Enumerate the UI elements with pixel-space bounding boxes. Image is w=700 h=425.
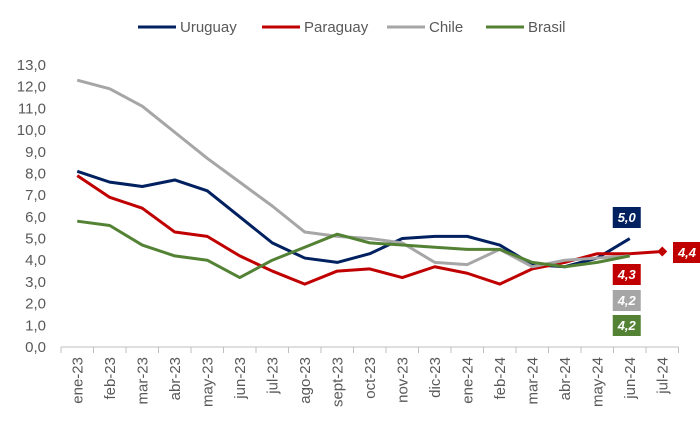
label-brasil-text: 4,2 [617,318,637,333]
x-tick-label: oct-23 [362,357,379,399]
series-line-brasil [77,219,631,280]
label-chile-box [612,290,641,311]
y-tick-label: 11,0 [18,100,46,117]
label-paraguay-text: 4,3 [617,267,637,282]
x-tick-label: abr-24 [557,357,574,400]
paraguay-marker [657,246,668,257]
x-tick-label: dic-23 [427,357,444,398]
label-paraguay-jul-box [673,242,700,263]
label-chile-text: 4,2 [617,293,637,308]
y-tick-label: 10,0 [17,122,46,139]
x-tick-label: ene-23 [69,357,86,404]
x-tick-label: jun-23 [232,357,249,400]
y-tick-label: 9,0 [25,144,46,161]
label-paraguay-jul: 4,4 [673,242,700,263]
x-tick-label: may-23 [199,357,216,407]
x-tick-label: nov-23 [394,357,411,403]
legend-label-brasil: Brasil [528,19,566,36]
series-line-paraguay [76,174,663,286]
y-tick-label: 7,0 [25,187,46,204]
label-uruguay-box [612,207,641,228]
y-tick-label: 4,0 [25,252,46,269]
y-tick-label: 3,0 [25,274,46,291]
label-brasil-box [612,315,641,336]
x-tick-label: jun-24 [622,357,639,400]
x-tick-label: jul-24 [654,357,671,395]
x-tick-label: may-24 [589,357,606,407]
y-tick-label: 0,0 [25,339,46,356]
label-paraguay: 4,3 [612,264,641,285]
x-tick-label: feb-23 [102,357,119,400]
x-tick-label: ago-23 [297,357,314,404]
y-tick-label: 13,0 [17,57,46,74]
label-uruguay-text: 5,0 [618,210,637,225]
legend-label-paraguay: Paraguay [304,19,369,36]
y-tick-label: 5,0 [25,231,46,248]
label-brasil: 4,2 [612,315,641,336]
label-chile: 4,2 [612,290,641,311]
label-paraguay-jul-text: 4,4 [677,245,697,260]
x-tick-label: feb-24 [492,357,509,400]
legend-label-uruguay: Uruguay [180,19,237,36]
x-tick-label: jul-23 [264,357,281,395]
x-tick-label: ene-24 [459,357,476,404]
y-tick-label: 1,0 [25,317,46,334]
x-tick-label: mar-23 [134,357,151,405]
y-tick-label: 12,0 [17,79,46,96]
x-tick-label: sept-23 [329,357,346,407]
x-tick-label: abr-23 [167,357,184,400]
x-tick-label: mar-24 [524,357,541,405]
legend-label-chile: Chile [429,19,463,36]
y-tick-label: 8,0 [25,165,46,182]
y-tick-label: 6,0 [25,209,46,226]
y-tick-label: 2,0 [25,296,46,313]
label-uruguay: 5,0 [612,207,641,228]
label-paraguay-box [612,264,641,285]
